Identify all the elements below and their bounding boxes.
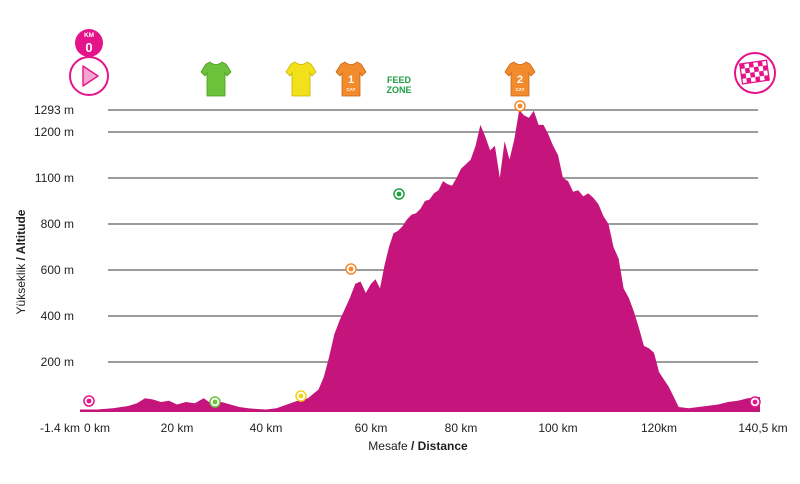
checkered-flag-icon: [734, 52, 776, 94]
climb2-number: 2: [517, 74, 523, 86]
feed-zone-line1: FEED: [387, 75, 412, 85]
elevation-profile-area: [80, 110, 760, 412]
feed-zone-dot: [393, 188, 405, 200]
green-jersey-icon: [200, 61, 232, 97]
orange-jersey-icon: 1 CAT: [335, 61, 367, 97]
x-tick-60: 60 km: [355, 421, 388, 435]
x-tick-120: 120km: [641, 421, 677, 435]
x-axis-title-light: Mesafe: [368, 439, 408, 453]
y-tick-600: 600 m: [41, 263, 74, 277]
finish-dot: [749, 396, 761, 408]
climb2-dot: [514, 100, 526, 112]
y-tick-200: 200 m: [41, 355, 74, 369]
start-dot: [83, 395, 95, 407]
feed-zone-label: FEED ZONE: [386, 75, 411, 95]
y-axis-title-light: Yükseklik: [14, 263, 28, 315]
y-tick-1293: 1293 m: [34, 103, 74, 117]
x-tick-100: 100 km: [538, 421, 577, 435]
orange-jersey-icon-climb2: 2 CAT: [504, 61, 536, 97]
km-badge-value: 0: [85, 40, 92, 55]
y-tick-400: 400 m: [41, 309, 74, 323]
x-tick-minus1-4: -1.4 km: [40, 421, 80, 435]
km-zero-badge: KM 0: [75, 29, 103, 57]
y-axis-tick-labels: 1293 m 1200 m 1100 m 800 m 600 m 400 m 2…: [34, 103, 74, 369]
climb2-cat: CAT: [516, 87, 525, 92]
sprint-dot: [209, 396, 221, 408]
climb1-dot: [345, 263, 357, 275]
y-tick-1200: 1200 m: [34, 125, 74, 139]
climb1-cat: CAT: [347, 87, 356, 92]
climb1-number: 1: [348, 74, 354, 86]
y-tick-800: 800 m: [41, 217, 74, 231]
x-tick-40: 40 km: [250, 421, 283, 435]
y-axis-title: Yükseklik / Altitude: [14, 209, 28, 314]
bonus-dot: [295, 390, 307, 402]
x-tick-80: 80 km: [445, 421, 478, 435]
x-axis-tick-labels: -1.4 km 0 km 20 km 40 km 60 km 80 km 100…: [40, 421, 788, 435]
x-axis-title: Mesafe / Distance: [368, 439, 468, 453]
profile-waypoints: [83, 100, 761, 408]
x-tick-0: 0 km: [84, 421, 110, 435]
x-tick-140-5: 140,5 km: [738, 421, 787, 435]
km-badge-label: KM: [84, 32, 94, 39]
play-icon: [69, 56, 109, 96]
yellow-jersey-icon: [285, 61, 317, 97]
feed-zone-line2: ZONE: [386, 85, 411, 95]
x-axis-title-bold: / Distance: [411, 439, 468, 453]
x-tick-20: 20 km: [161, 421, 194, 435]
y-axis-title-bold: / Altitude: [14, 209, 28, 260]
y-tick-1100: 1100 m: [35, 171, 74, 185]
